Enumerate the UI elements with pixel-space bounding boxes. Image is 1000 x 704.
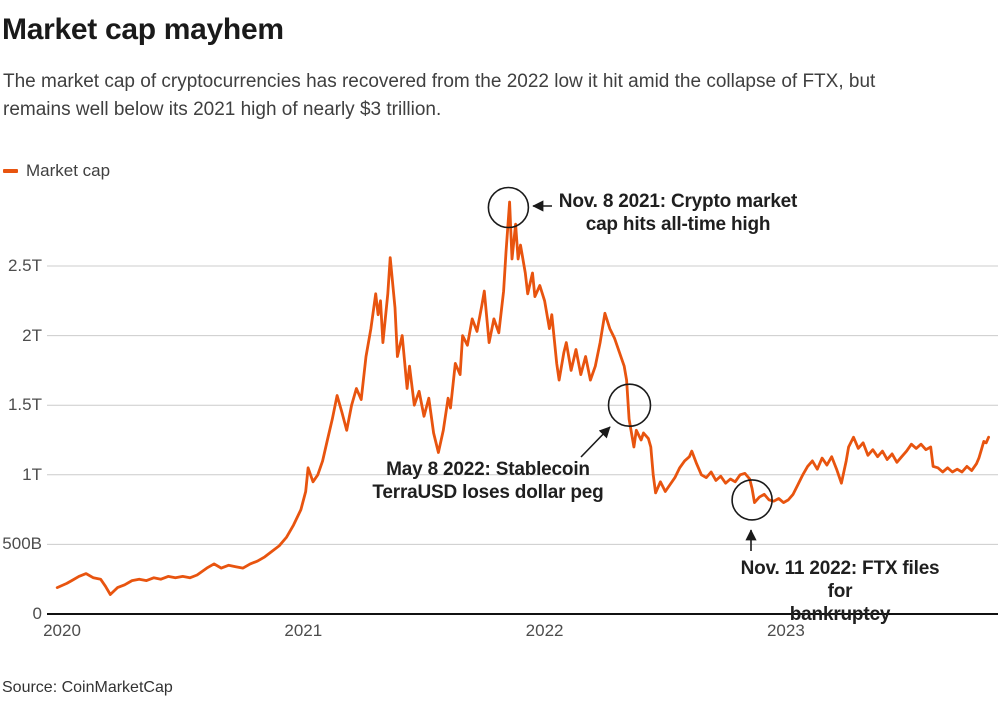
x-tick-label: 2020 — [43, 621, 81, 640]
y-tick-label: 500B — [2, 534, 42, 554]
y-tick-label: 1T — [22, 464, 42, 484]
x-tick-label: 2023 — [766, 621, 805, 640]
annotation-circle — [487, 186, 530, 229]
annotation-text: Nov. 8 2021: Crypto market cap hits all-… — [558, 191, 798, 235]
y-tick-label: 1.5T — [7, 395, 42, 415]
annotation-text: May 8 2022: Stablecoin TerraUSD loses do… — [372, 459, 604, 503]
market-cap-line — [55, 200, 990, 596]
annotation-circle — [607, 383, 652, 428]
y-tick-label: 2.5T — [7, 256, 42, 275]
x-tick-label: 2021 — [284, 621, 323, 640]
x-tick-label: 2022 — [525, 621, 564, 640]
annotation-text: Nov. 11 2022: FTX files for bankruptcy — [740, 558, 940, 625]
annotation-circle — [731, 479, 773, 521]
chart-subtitle: The market cap of cryptocurrencies has r… — [3, 71, 876, 120]
legend-label-market-cap: Market cap — [26, 161, 111, 180]
source-note: Source: CoinMarketCap — [2, 679, 173, 696]
y-tick-label: 2T — [22, 325, 42, 345]
annotation-arrow — [580, 426, 611, 458]
page-title: Market cap mayhem — [2, 13, 284, 46]
legend: Market cap — [3, 161, 110, 181]
y-tick-label: 0 — [32, 604, 42, 623]
legend-line-swatch — [3, 169, 18, 173]
